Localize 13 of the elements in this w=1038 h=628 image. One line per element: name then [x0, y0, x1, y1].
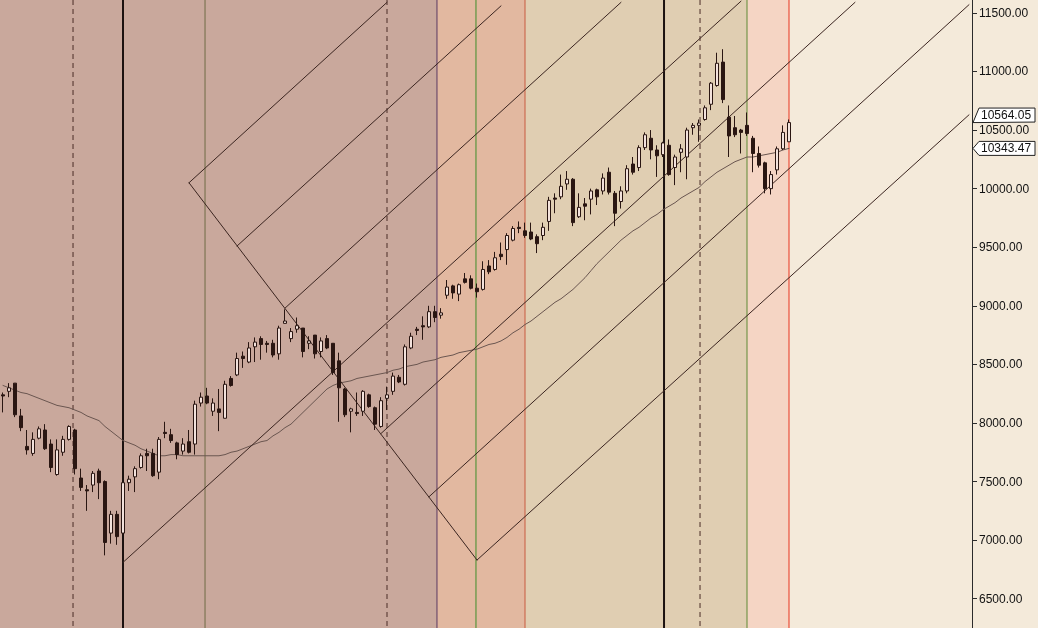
- y-tick-label: 10500.00: [979, 123, 1030, 138]
- text: 10343.47: [981, 141, 1032, 156]
- y-tick-label: 11500.00: [979, 5, 1029, 20]
- y-tick-label: 9500.00: [979, 240, 1023, 255]
- y-tick-label: 7000.00: [979, 533, 1023, 548]
- text: 10564.05: [981, 108, 1032, 123]
- y-tick-label: 8500.00: [979, 357, 1023, 372]
- y-tick-label: 6500.00: [979, 591, 1023, 606]
- y-tick-label: 7500.00: [979, 474, 1023, 489]
- y-tick-label: 9000.00: [979, 298, 1023, 313]
- y-tick-label: 10000.00: [979, 181, 1030, 196]
- y-tick-label: 8000.00: [979, 415, 1023, 430]
- y-tick-label: 11000.00: [979, 64, 1029, 79]
